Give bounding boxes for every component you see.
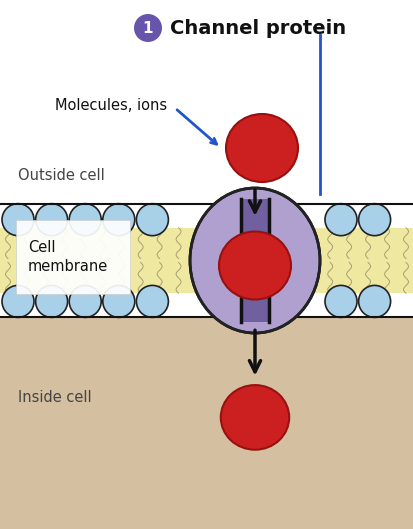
Text: Cell
membrane: Cell membrane <box>28 240 108 275</box>
Circle shape <box>2 204 34 235</box>
Circle shape <box>69 204 101 235</box>
Ellipse shape <box>218 232 290 299</box>
Ellipse shape <box>225 114 297 182</box>
Circle shape <box>136 286 168 317</box>
Circle shape <box>358 204 389 235</box>
Circle shape <box>102 204 135 235</box>
Bar <box>0 317 413 529</box>
FancyBboxPatch shape <box>16 220 130 294</box>
Text: Channel protein: Channel protein <box>170 19 345 38</box>
Bar <box>0 0 413 204</box>
Circle shape <box>134 14 161 42</box>
Bar <box>0 204 413 317</box>
Bar <box>0 227 413 260</box>
Circle shape <box>324 204 356 235</box>
Text: Molecules, ions: Molecules, ions <box>55 97 167 113</box>
Bar <box>240 199 268 322</box>
Ellipse shape <box>190 188 319 333</box>
Ellipse shape <box>220 385 289 450</box>
Circle shape <box>324 286 356 317</box>
Circle shape <box>136 204 168 235</box>
Circle shape <box>102 286 135 317</box>
Circle shape <box>358 286 389 317</box>
Text: Outside cell: Outside cell <box>18 168 104 183</box>
Circle shape <box>69 286 101 317</box>
Circle shape <box>2 286 34 317</box>
Text: 1: 1 <box>142 21 153 35</box>
Text: Inside cell: Inside cell <box>18 390 91 405</box>
Bar <box>0 260 413 294</box>
Circle shape <box>36 204 67 235</box>
Circle shape <box>36 286 67 317</box>
